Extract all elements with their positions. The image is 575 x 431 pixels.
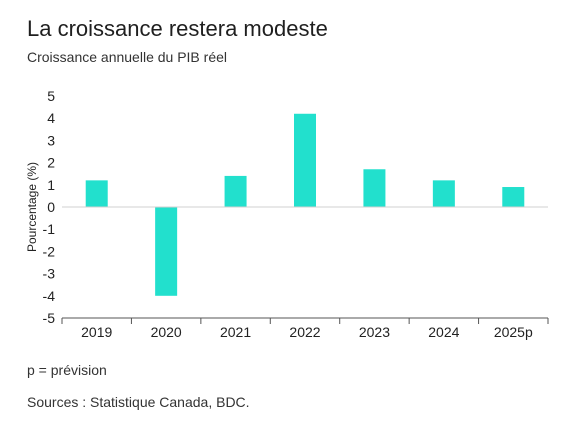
bar-2021	[224, 175, 247, 207]
chart-title: La croissance restera modeste	[27, 16, 328, 41]
bar-2020	[155, 207, 178, 296]
y-tick-label: 4	[47, 110, 55, 126]
y-tick-label: -4	[43, 288, 56, 304]
x-tick-label: 2019	[81, 324, 112, 340]
y-tick-label: -3	[43, 266, 56, 282]
chart-subtitle: Croissance annuelle du PIB réel	[27, 49, 228, 65]
y-tick-label: 1	[47, 177, 55, 193]
y-axis-title: Pourcentage (%)	[25, 162, 39, 252]
x-tick-label: 2021	[220, 324, 251, 340]
x-axis-ticks: 2019 2020 2021 2022 2023 2024 2025p	[61, 318, 549, 340]
bar-series	[85, 113, 525, 296]
bar-2022	[294, 113, 316, 207]
sources-note: Sources : Statistique Canada, BDC.	[27, 394, 250, 410]
y-axis-ticks: 5 4 3 2 1 0 -1 -2 -3 -4 -5	[43, 88, 56, 326]
y-tick-label: -1	[43, 221, 56, 237]
y-tick-label: -5	[43, 310, 56, 326]
bar-2024	[432, 180, 455, 207]
y-tick-label: -2	[43, 243, 56, 259]
x-tick-label: 2023	[359, 324, 390, 340]
x-tick-label: 2025p	[494, 324, 533, 340]
x-tick-label: 2020	[151, 324, 182, 340]
forecast-note: p = prévision	[27, 362, 107, 378]
bar-2025p	[502, 187, 525, 207]
x-tick-label: 2022	[289, 324, 320, 340]
y-tick-label: 3	[47, 132, 55, 148]
y-tick-label: 2	[47, 155, 55, 171]
y-tick-label: 5	[47, 88, 55, 104]
y-tick-label: 0	[47, 199, 55, 215]
bar-2023	[363, 169, 386, 207]
bar-2019	[85, 180, 108, 207]
x-tick-label: 2024	[428, 324, 459, 340]
